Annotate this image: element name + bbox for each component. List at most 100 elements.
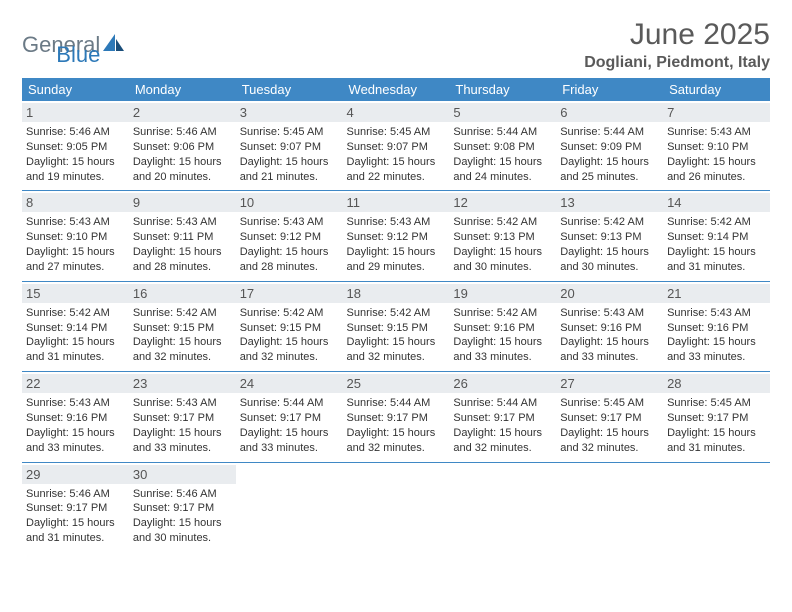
day-info-line: Daylight: 15 hours <box>240 426 339 441</box>
day-info-line: Sunset: 9:10 PM <box>667 140 766 155</box>
day-info-line: and 31 minutes. <box>667 441 766 456</box>
day-info-line: Sunset: 9:13 PM <box>560 230 659 245</box>
day-info-line: and 33 minutes. <box>560 350 659 365</box>
day-info-line: Daylight: 15 hours <box>347 155 446 170</box>
day-info-line: Daylight: 15 hours <box>667 426 766 441</box>
day-info-line: Sunrise: 5:42 AM <box>667 215 766 230</box>
calendar-day-cell: 22Sunrise: 5:43 AMSunset: 9:16 PMDayligh… <box>22 372 129 462</box>
page-header: General Blue June 2025 Dogliani, Piedmon… <box>22 18 770 72</box>
day-info-line: Daylight: 15 hours <box>453 335 552 350</box>
day-info-line: Sunset: 9:17 PM <box>667 411 766 426</box>
day-number: 14 <box>663 193 770 212</box>
day-info-line: Sunrise: 5:45 AM <box>347 125 446 140</box>
day-number: 21 <box>663 284 770 303</box>
day-info-line: Sunset: 9:16 PM <box>26 411 125 426</box>
day-info-line: Sunrise: 5:42 AM <box>133 306 232 321</box>
weekday-heading: Saturday <box>663 78 770 101</box>
day-number: 9 <box>129 193 236 212</box>
day-info-line: Sunrise: 5:44 AM <box>240 396 339 411</box>
day-info-line: and 30 minutes. <box>453 260 552 275</box>
logo: General Blue <box>22 18 100 66</box>
day-info-line: and 33 minutes. <box>240 441 339 456</box>
day-number: 12 <box>449 193 556 212</box>
calendar-week-row: 1Sunrise: 5:46 AMSunset: 9:05 PMDaylight… <box>22 101 770 191</box>
day-number: 1 <box>22 103 129 122</box>
calendar-table: SundayMondayTuesdayWednesdayThursdayFrid… <box>22 78 770 552</box>
day-info-line: Daylight: 15 hours <box>240 155 339 170</box>
day-info-line: Daylight: 15 hours <box>240 245 339 260</box>
calendar-day-cell: 17Sunrise: 5:42 AMSunset: 9:15 PMDayligh… <box>236 282 343 372</box>
day-info-line: Sunrise: 5:43 AM <box>26 396 125 411</box>
day-info-line: and 32 minutes. <box>453 441 552 456</box>
day-number: 2 <box>129 103 236 122</box>
day-info-line: and 33 minutes. <box>667 350 766 365</box>
day-info-line: Daylight: 15 hours <box>453 155 552 170</box>
day-info-line: Sunset: 9:07 PM <box>240 140 339 155</box>
day-info-line: Sunrise: 5:44 AM <box>560 125 659 140</box>
calendar-day-cell: . <box>663 463 770 552</box>
day-info-line: Sunrise: 5:43 AM <box>240 215 339 230</box>
day-info-line: Sunrise: 5:42 AM <box>26 306 125 321</box>
calendar-day-cell: 1Sunrise: 5:46 AMSunset: 9:05 PMDaylight… <box>22 101 129 191</box>
calendar-day-cell: 13Sunrise: 5:42 AMSunset: 9:13 PMDayligh… <box>556 191 663 281</box>
day-number: 3 <box>236 103 343 122</box>
day-info-line: Daylight: 15 hours <box>560 245 659 260</box>
day-info-line: Sunset: 9:11 PM <box>133 230 232 245</box>
calendar-day-cell: 24Sunrise: 5:44 AMSunset: 9:17 PMDayligh… <box>236 372 343 462</box>
day-number: 23 <box>129 374 236 393</box>
day-info-line: Daylight: 15 hours <box>347 335 446 350</box>
day-number: 22 <box>22 374 129 393</box>
day-info-line: and 31 minutes. <box>667 260 766 275</box>
day-info-line: and 21 minutes. <box>240 170 339 185</box>
day-info-line: and 33 minutes. <box>133 441 232 456</box>
day-info-line: Daylight: 15 hours <box>133 426 232 441</box>
day-info-line: Sunset: 9:06 PM <box>133 140 232 155</box>
day-info-line: Daylight: 15 hours <box>133 516 232 531</box>
day-number: 8 <box>22 193 129 212</box>
day-number: 27 <box>556 374 663 393</box>
day-number: 6 <box>556 103 663 122</box>
calendar-day-cell: 5Sunrise: 5:44 AMSunset: 9:08 PMDaylight… <box>449 101 556 191</box>
calendar-day-cell: 14Sunrise: 5:42 AMSunset: 9:14 PMDayligh… <box>663 191 770 281</box>
day-info-line: Sunrise: 5:43 AM <box>667 125 766 140</box>
day-number: 19 <box>449 284 556 303</box>
day-info-line: Sunset: 9:08 PM <box>453 140 552 155</box>
day-info-line: and 29 minutes. <box>347 260 446 275</box>
day-info-line: and 32 minutes. <box>240 350 339 365</box>
logo-word-blue: Blue <box>56 44 100 66</box>
day-info-line: Daylight: 15 hours <box>26 516 125 531</box>
day-info-line: and 30 minutes. <box>560 260 659 275</box>
day-info-line: Sunrise: 5:42 AM <box>240 306 339 321</box>
day-info-line: Daylight: 15 hours <box>667 155 766 170</box>
calendar-day-cell: . <box>343 463 450 552</box>
calendar-day-cell: 8Sunrise: 5:43 AMSunset: 9:10 PMDaylight… <box>22 191 129 281</box>
day-info-line: Sunset: 9:07 PM <box>347 140 446 155</box>
day-info-line: Sunrise: 5:44 AM <box>453 125 552 140</box>
day-info-line: Sunrise: 5:43 AM <box>347 215 446 230</box>
day-info-line: and 24 minutes. <box>453 170 552 185</box>
day-info-line: and 25 minutes. <box>560 170 659 185</box>
day-info-line: Sunrise: 5:46 AM <box>133 487 232 502</box>
day-info-line: Sunrise: 5:43 AM <box>667 306 766 321</box>
day-info-line: Daylight: 15 hours <box>133 245 232 260</box>
day-info-line: Sunrise: 5:44 AM <box>347 396 446 411</box>
day-number: 17 <box>236 284 343 303</box>
day-number: 18 <box>343 284 450 303</box>
day-info-line: and 32 minutes. <box>347 350 446 365</box>
day-info-line: Daylight: 15 hours <box>453 426 552 441</box>
calendar-week-row: 29Sunrise: 5:46 AMSunset: 9:17 PMDayligh… <box>22 463 770 552</box>
day-info-line: Sunset: 9:09 PM <box>560 140 659 155</box>
day-info-line: Sunset: 9:17 PM <box>133 411 232 426</box>
weekday-heading: Friday <box>556 78 663 101</box>
day-info-line: Sunset: 9:12 PM <box>347 230 446 245</box>
day-info-line: Sunrise: 5:42 AM <box>453 215 552 230</box>
day-info-line: and 32 minutes. <box>347 441 446 456</box>
day-number: 30 <box>129 465 236 484</box>
day-info-line: Sunrise: 5:42 AM <box>453 306 552 321</box>
day-number: 16 <box>129 284 236 303</box>
calendar-page: General Blue June 2025 Dogliani, Piedmon… <box>0 0 792 612</box>
day-info-line: Sunset: 9:17 PM <box>560 411 659 426</box>
calendar-day-cell: 4Sunrise: 5:45 AMSunset: 9:07 PMDaylight… <box>343 101 450 191</box>
day-info-line: Sunrise: 5:42 AM <box>347 306 446 321</box>
day-info-line: Sunset: 9:14 PM <box>26 321 125 336</box>
